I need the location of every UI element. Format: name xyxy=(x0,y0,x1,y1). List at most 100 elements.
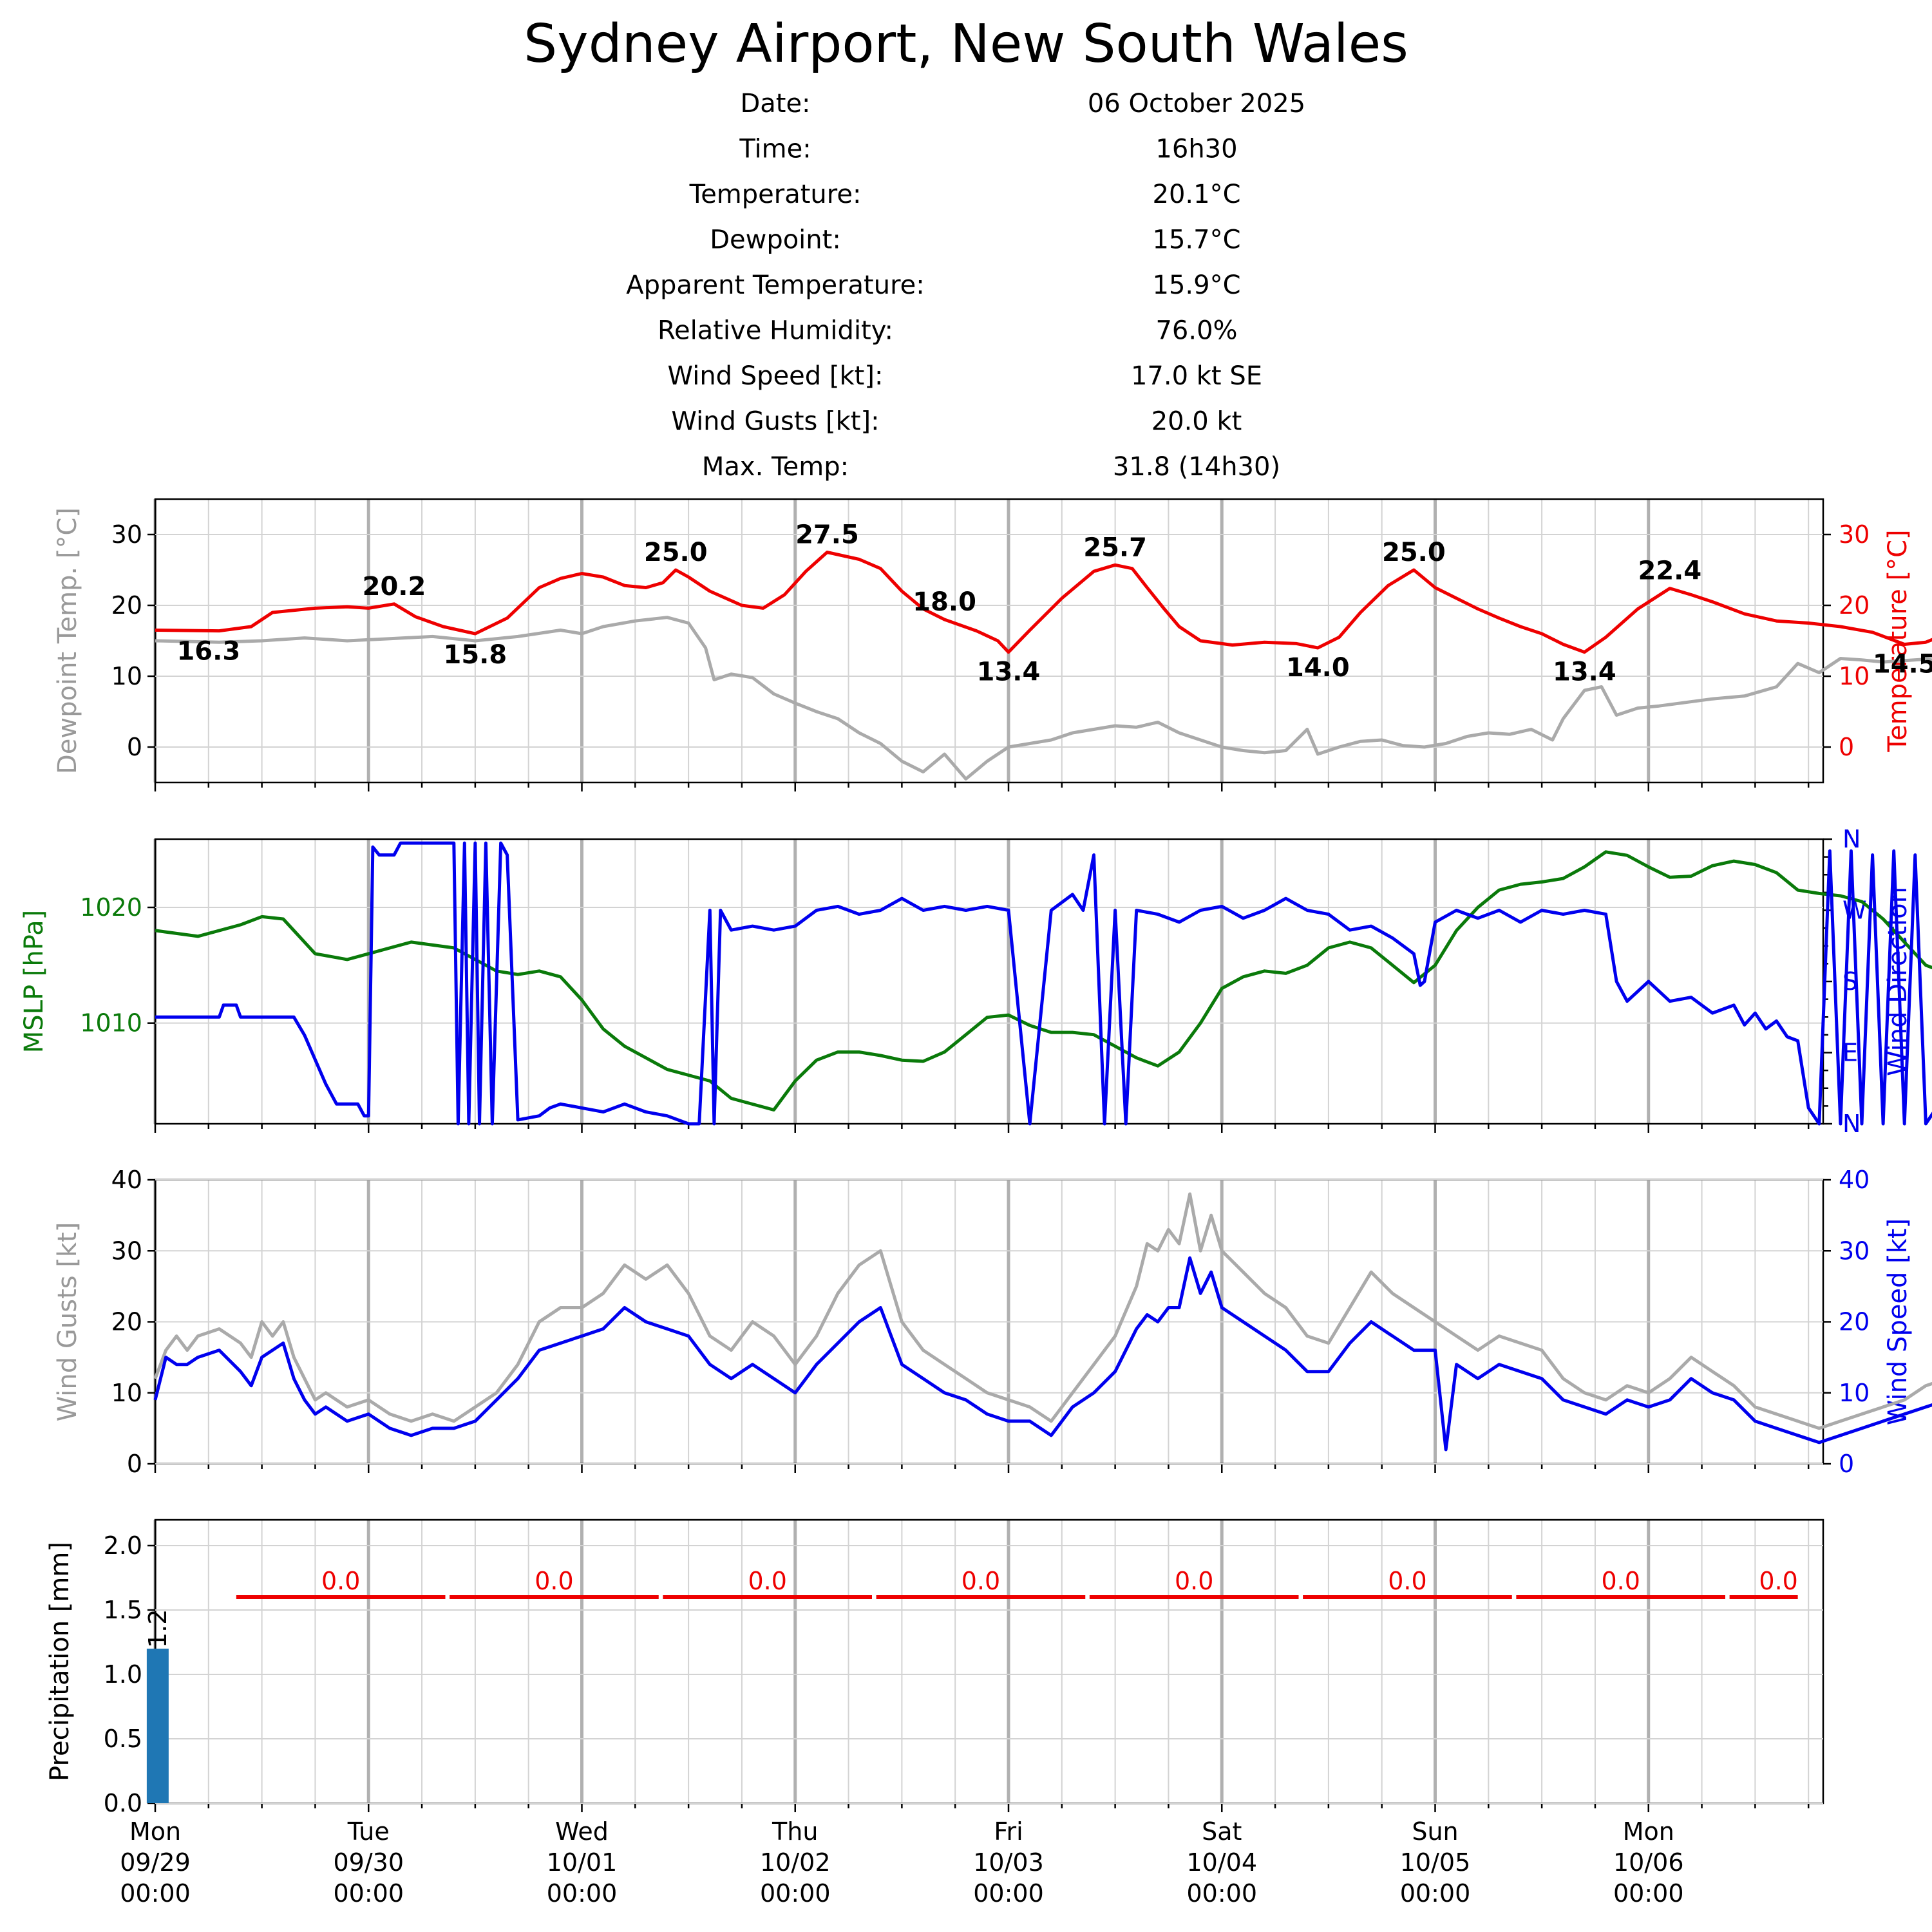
x-tick-time: 00:00 xyxy=(973,1879,1044,1908)
info-label: Wind Gusts [kt]: xyxy=(671,407,879,437)
precipitation-panel: 0.0 0.5 1.0 1.5 2.0 Precipitation [mm] 1.2 0.0 0… xyxy=(45,1519,1824,1817)
info-label: Apparent Temperature: xyxy=(626,270,924,300)
info-value: 17.0 kt SE xyxy=(1131,361,1262,391)
precipitation-bar xyxy=(146,1649,169,1803)
temperature-annotation: 13.4 xyxy=(1553,658,1616,687)
wind-speed-axis-tick-label: 40 xyxy=(1839,1166,1870,1194)
precipitation-axis-tick-label: 1.5 xyxy=(104,1596,142,1624)
info-value: 15.7°C xyxy=(1153,225,1241,255)
info-label: Relative Humidity: xyxy=(658,316,893,346)
precipitation-bar-label: 1.2 xyxy=(144,1609,172,1648)
wind-gusts-axis-tick-label: 40 xyxy=(111,1166,142,1194)
precipitation-axis-tick-label: 0.5 xyxy=(104,1725,142,1753)
dewpoint-line xyxy=(155,616,1932,781)
info-label: Dewpoint: xyxy=(710,225,841,255)
x-tick-date: 10/05 xyxy=(1400,1848,1471,1877)
wind-speed-axis-tick-label: 0 xyxy=(1839,1450,1854,1478)
x-tick-time: 00:00 xyxy=(760,1879,831,1908)
temperature-annotation: 27.5 xyxy=(795,520,859,550)
chart-title: Sydney Airport, New South Wales xyxy=(524,14,1408,75)
precipitation-axis-tick-label: 0.0 xyxy=(104,1789,142,1817)
daily-precip-label: 0.0 xyxy=(961,1567,1000,1595)
x-tick-day: Wed xyxy=(555,1817,609,1846)
precipitation-axis-label: Precipitation [mm] xyxy=(45,1542,75,1781)
wind-gusts-axis-tick-label: 20 xyxy=(111,1308,142,1336)
current-conditions-table: Date: 06 October 2025 Time: 16h30 Temperatur… xyxy=(626,89,1305,482)
x-tick-day: Sat xyxy=(1202,1817,1242,1846)
daily-precip-label: 0.0 xyxy=(1601,1567,1640,1595)
wind-panel: 0 10 20 30 40 0 10 20 30 40 Wind Gusts [kt] Wind Sp… xyxy=(53,1166,1932,1478)
wind-gusts-line xyxy=(153,1192,1932,1430)
temperature-annotation: 16.3 xyxy=(176,637,240,667)
info-label: Temperature: xyxy=(689,180,862,209)
temperature-panel-frame xyxy=(154,498,1824,784)
wind-gusts-axis-label: Wind Gusts [kt] xyxy=(53,1222,82,1422)
temperature-annotation: 25.0 xyxy=(1382,538,1446,567)
x-tick-day: Fri xyxy=(994,1817,1023,1846)
wind-speed-line xyxy=(153,1256,1932,1452)
daily-precip-label: 0.0 xyxy=(1759,1567,1797,1595)
x-tick-time: 00:00 xyxy=(547,1879,618,1908)
temperature-axis-tick-label: 20 xyxy=(1839,591,1870,620)
dewpoint-axis-tick-label: 30 xyxy=(111,520,142,549)
wind-gusts-axis-tick-label: 10 xyxy=(111,1379,142,1407)
daily-precip-label: 0.0 xyxy=(535,1567,573,1595)
temperature-annotation: 14.0 xyxy=(1286,653,1350,683)
temperature-axis-tick-label: 0 xyxy=(1839,733,1854,761)
mslp-axis-label: MSLP [hPa] xyxy=(19,910,49,1053)
pressure-panel-frame xyxy=(154,838,1824,1125)
dewpoint-axis-tick-label: 10 xyxy=(111,662,142,690)
wind-direction-tick-label: N xyxy=(1842,825,1861,853)
info-value: 20.0 kt xyxy=(1151,407,1242,437)
wind-speed-axis-tick-label: 20 xyxy=(1839,1308,1870,1336)
wind-gusts-axis-tick-label: 0 xyxy=(127,1450,142,1478)
x-axis-labels: Mon09/2900:00Tue09/3000:00Wed10/0100:00T… xyxy=(120,1817,1683,1908)
x-tick-date: 09/30 xyxy=(333,1848,404,1877)
dewpoint-axis-tick-label: 0 xyxy=(127,733,142,761)
daily-precip-label: 0.0 xyxy=(1388,1567,1426,1595)
x-tick-time: 00:00 xyxy=(1613,1879,1684,1908)
dewpoint-axis-tick-label: 20 xyxy=(111,591,142,620)
daily-precip-label: 0.0 xyxy=(748,1567,786,1595)
x-tick-date: 10/01 xyxy=(547,1848,618,1877)
daily-precip-label: 0.0 xyxy=(321,1567,360,1595)
info-value: 76.0% xyxy=(1155,316,1237,346)
mslp-tick-label: 1020 xyxy=(80,893,142,922)
info-value: 06 October 2025 xyxy=(1088,89,1305,118)
temperature-axis-tick-label: 10 xyxy=(1839,662,1870,690)
temperature-annotation: 18.0 xyxy=(913,587,976,617)
info-label: Date: xyxy=(740,89,810,118)
temperature-annotation: 25.0 xyxy=(644,538,708,567)
mslp-line xyxy=(155,850,1932,1112)
precipitation-axis-tick-label: 1.0 xyxy=(104,1660,142,1689)
x-tick-date: 10/04 xyxy=(1186,1848,1257,1877)
x-tick-day: Sun xyxy=(1412,1817,1458,1846)
wind-direction-tick-label: N xyxy=(1842,1110,1861,1138)
daily-precip-label: 0.0 xyxy=(1175,1567,1213,1595)
x-tick-day: Thu xyxy=(772,1817,818,1846)
wind-speed-axis-tick-label: 10 xyxy=(1839,1379,1870,1407)
temperature-annotation: 14.5 xyxy=(1873,650,1932,679)
temperature-annotation: 20.2 xyxy=(363,572,426,601)
wind-gusts-axis-tick-label: 30 xyxy=(111,1236,142,1265)
precipitation-axis-tick-label: 2.0 xyxy=(104,1531,142,1560)
info-value: 16h30 xyxy=(1155,135,1237,164)
x-tick-time: 00:00 xyxy=(1400,1879,1471,1908)
info-value: 15.9°C xyxy=(1153,270,1241,300)
wind-speed-axis-label: Wind Speed [kt] xyxy=(1883,1218,1913,1425)
x-tick-day: Tue xyxy=(347,1817,390,1846)
x-tick-time: 00:00 xyxy=(333,1879,404,1908)
info-label: Time: xyxy=(739,135,811,164)
temperature-annotation: 25.7 xyxy=(1083,533,1147,562)
x-tick-time: 00:00 xyxy=(120,1879,191,1908)
temperature-annotation: 22.4 xyxy=(1638,556,1702,586)
info-label: Wind Speed [kt]: xyxy=(668,361,884,391)
wind-speed-axis-tick-label: 30 xyxy=(1839,1236,1870,1265)
x-tick-day: Mon xyxy=(1623,1817,1674,1846)
precipitation-panel-frame xyxy=(154,1519,1824,1804)
x-tick-date: 10/02 xyxy=(760,1848,831,1877)
x-tick-date: 10/06 xyxy=(1613,1848,1684,1877)
